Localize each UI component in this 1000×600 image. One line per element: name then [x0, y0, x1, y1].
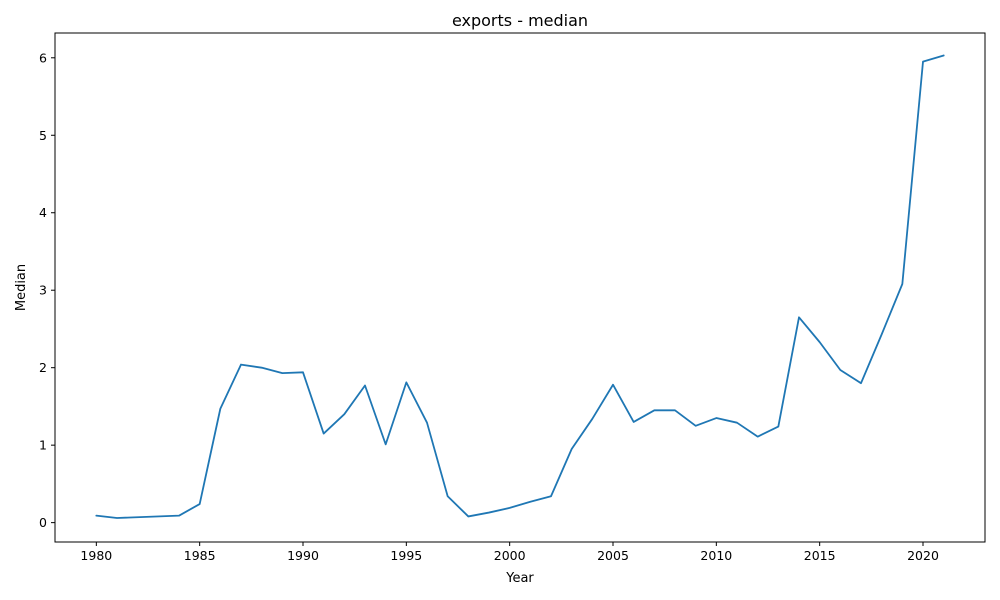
x-tick-label: 1995 — [390, 548, 422, 563]
y-axis-label: Median — [14, 264, 29, 311]
y-tick-label: 5 — [39, 128, 47, 143]
x-tick-label: 1990 — [287, 548, 319, 563]
x-tick-label: 2015 — [804, 548, 836, 563]
x-tick-label: 2020 — [907, 548, 939, 563]
y-tick-label: 3 — [39, 283, 47, 298]
y-tick-label: 4 — [39, 205, 47, 220]
series-line — [95, 54, 945, 519]
y-tick-label: 6 — [39, 50, 47, 65]
x-tick-label: 2005 — [597, 548, 629, 563]
y-axis-ticks: 0 1 2 3 4 5 6 — [39, 50, 55, 530]
chart-title: exports - median — [452, 11, 588, 30]
x-axis-ticks: 1980 1985 1990 1995 2000 2005 2010 2015 2020 — [80, 542, 939, 563]
y-tick-label: 1 — [39, 438, 47, 453]
y-tick-label: 0 — [39, 515, 47, 530]
y-tick-label: 2 — [39, 360, 47, 375]
plot-frame — [54, 32, 986, 543]
x-tick-label: 2010 — [700, 548, 732, 563]
x-tick-label: 2000 — [494, 548, 526, 563]
x-axis-label: Year — [505, 571, 534, 586]
x-tick-label: 1980 — [80, 548, 112, 563]
x-tick-label: 1985 — [184, 548, 216, 563]
